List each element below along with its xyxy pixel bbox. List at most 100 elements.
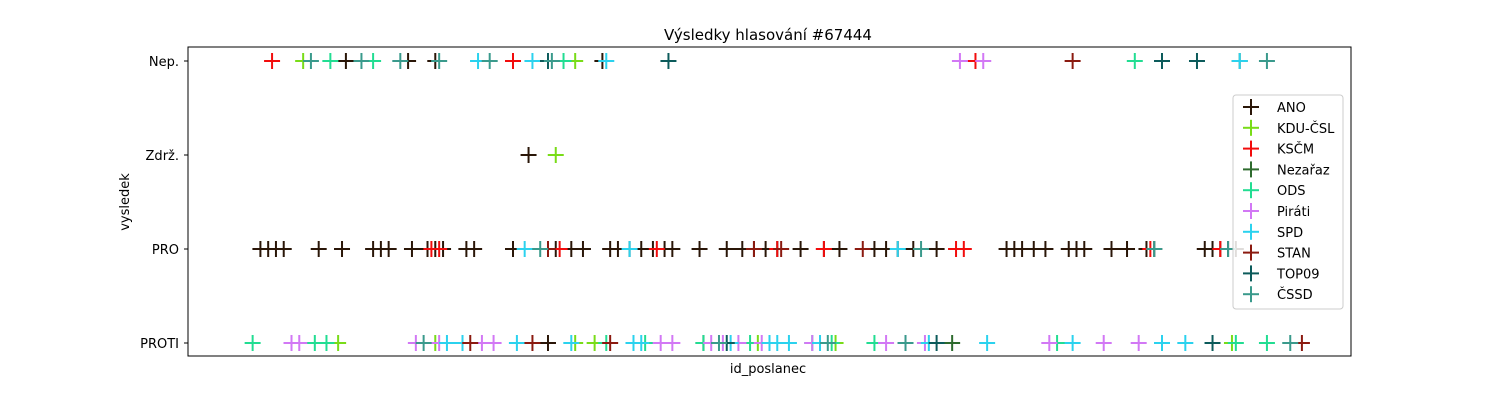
point-marker [244,335,261,351]
point-marker [574,241,591,257]
point-marker [773,241,790,257]
point-marker [1177,335,1194,351]
plot-marks [244,53,1310,351]
legend-marker [1243,99,1259,115]
y-tick-label: Zdrž. [146,149,179,164]
chart-title: Výsledky hlasování #67444 [664,26,872,44]
point-marker [664,335,681,351]
point-marker [1258,53,1275,69]
point-marker [1227,335,1244,351]
point-marker [1103,241,1120,257]
point-marker [466,241,483,257]
point-marker [913,241,930,257]
point-marker [1126,53,1143,69]
point-marker [481,53,498,69]
legend-marker [1243,161,1259,178]
legend-marker [1243,182,1259,199]
legend-label: SPD [1277,226,1303,241]
point-marker [1231,53,1248,69]
legend-marker [1243,203,1259,219]
point-marker [524,335,541,351]
legend-label: STAN [1277,247,1311,262]
point-marker [516,241,533,257]
point-marker [1258,335,1275,351]
point-marker [563,335,580,351]
point-marker [979,335,996,351]
point-marker [485,335,502,351]
point-marker [1204,335,1221,351]
legend-label: Nezařaz [1277,163,1330,178]
point-marker [889,241,906,257]
point-marker [1095,335,1112,351]
point-marker [664,241,681,257]
point-marker [819,335,836,351]
point-marker [660,53,677,69]
point-marker [928,335,945,351]
point-marker [318,335,335,351]
point-marker [415,335,432,351]
point-marker [1064,53,1081,69]
y-axis-label: vysledek [118,173,133,231]
point-marker [718,241,735,257]
point-marker [505,53,522,69]
point-marker [508,335,525,351]
point-marker [745,241,762,257]
point-marker [291,335,308,351]
point-marker [1154,53,1171,69]
point-marker [1154,335,1171,351]
point-marker [334,241,351,257]
point-marker [1130,335,1147,351]
point-marker [1282,335,1299,351]
point-marker [691,241,708,257]
point-marker [1188,53,1205,69]
point-marker [1037,241,1054,257]
point-marker [602,335,619,351]
point-marker [438,335,455,351]
point-marker [264,53,281,69]
point-marker [621,241,638,257]
y-tick-label: Nep. [149,55,179,70]
plot-frame [187,46,1352,357]
point-marker [951,53,968,69]
point-marker [431,53,448,69]
point-marker [831,241,848,257]
point-marker [633,335,650,351]
point-marker [524,53,541,69]
legend-marker [1243,286,1259,303]
y-axis-ticks: PROTI PRO Zdrž. Nep. [140,55,188,352]
point-marker [543,53,560,69]
legend-label: KSČM [1277,142,1314,158]
point-marker [1041,335,1058,351]
legend-label: TOP09 [1276,267,1320,282]
legend-marker [1243,223,1259,240]
y-tick-label: PRO [152,243,179,258]
point-marker [598,53,615,69]
point-marker [353,53,370,69]
legend-marker [1243,265,1259,282]
point-marker [322,53,339,69]
point-marker [310,241,327,257]
point-marker [710,335,727,351]
point-marker [1119,241,1136,257]
point-marker [792,241,809,257]
point-marker [975,53,992,69]
point-marker [520,147,537,163]
point-marker [928,241,945,257]
y-tick-label: PROTI [140,337,179,352]
point-marker [648,241,665,257]
point-marker [780,335,797,351]
point-marker [392,53,409,69]
point-marker [878,335,895,351]
point-marker [337,53,354,69]
point-marker [431,241,448,257]
legend-label: ODS [1277,184,1306,199]
legend-marker [1243,140,1259,157]
point-marker [897,335,914,351]
point-marker [302,53,319,69]
point-marker [1076,241,1093,257]
point-marker [944,335,961,351]
legend: ANO KDU-ČSL KSČM Nezařaz ODS Piráti SPD STAN TOP… [1232,94,1344,310]
x-axis-label: id_poslanec [730,362,806,377]
legend-label: Piráti [1277,205,1310,220]
